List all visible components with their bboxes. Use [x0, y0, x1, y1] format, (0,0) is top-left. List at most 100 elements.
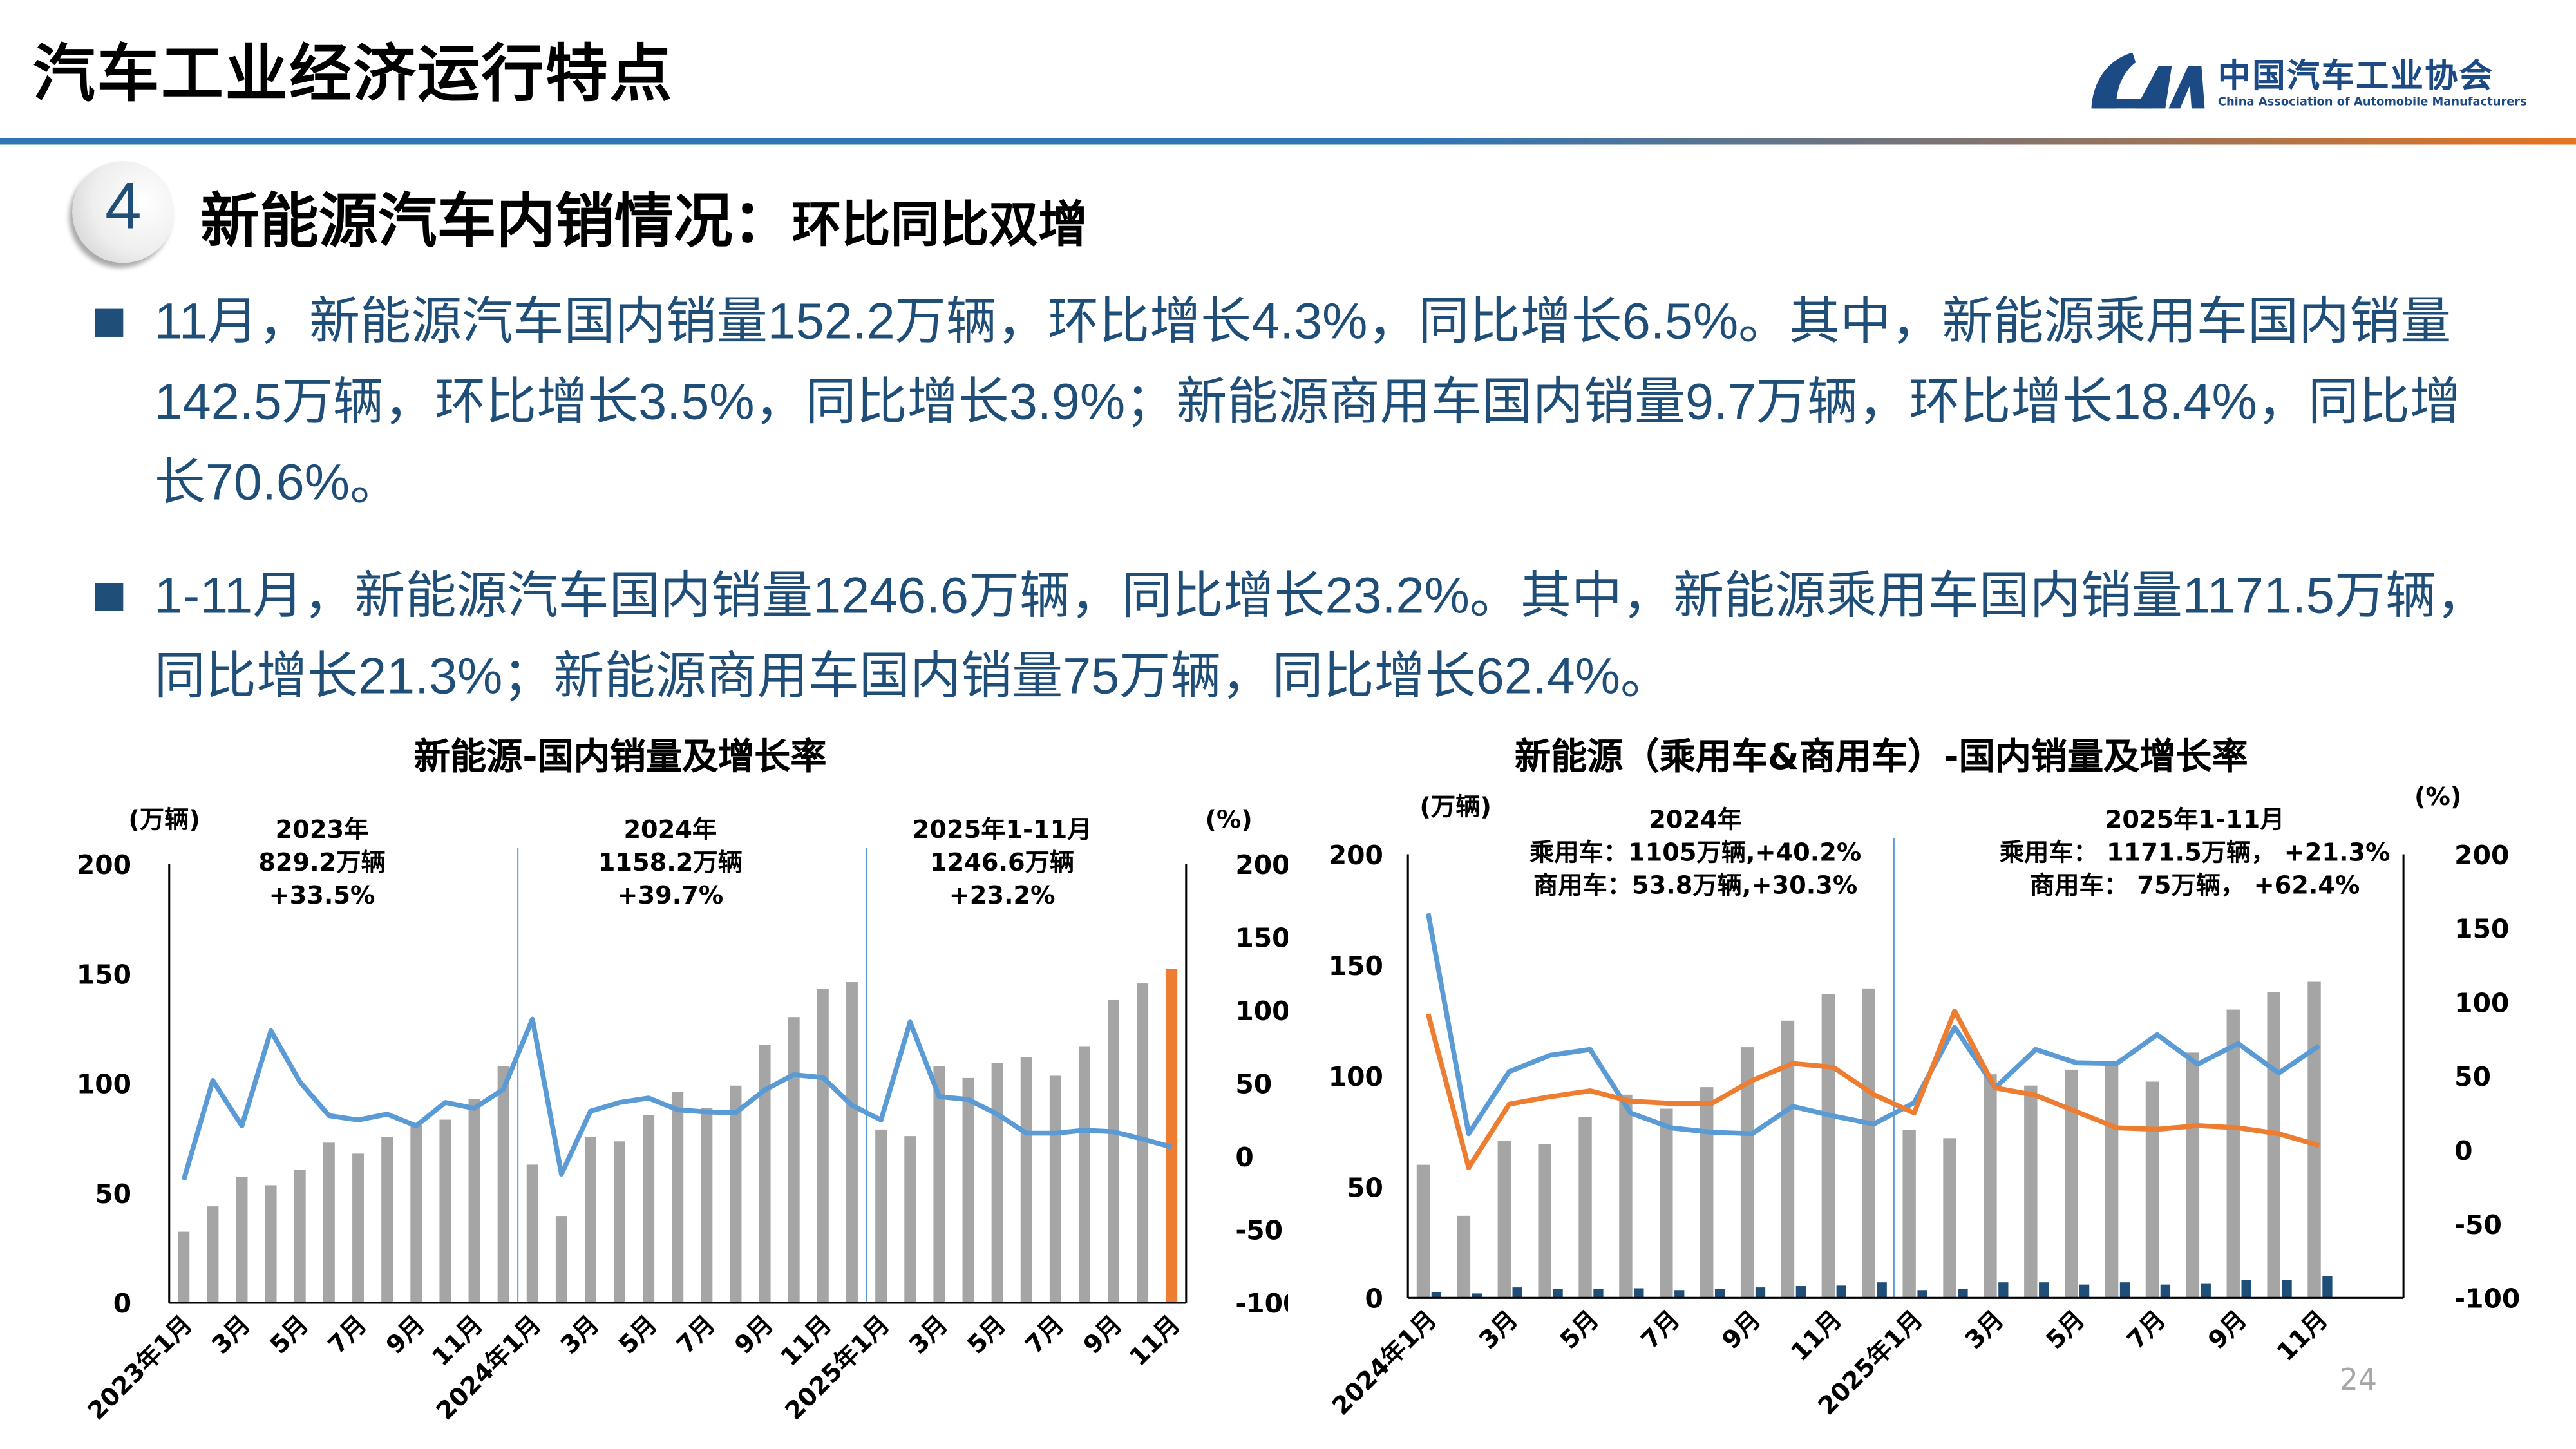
section-title-main: 新能源汽车内销情况： [200, 189, 792, 256]
period-annotation: 2024年 [1649, 806, 1742, 835]
x-tick-label: 7月 [1636, 1305, 1686, 1355]
commercial-sales-bar [2119, 1282, 2130, 1298]
period-annotation: 1158.2万辆 [598, 848, 743, 877]
sales-bar [1497, 1141, 1511, 1298]
x-tick-label: 5月 [961, 1310, 1012, 1360]
period-annotation: 1246.6万辆 [930, 848, 1074, 877]
period-annotation: 商用车： 75万辆， +62.4% [2030, 871, 2360, 900]
x-tick-label: 2024年1月 [1327, 1305, 1443, 1421]
x-tick-label: 7月 [1019, 1310, 1070, 1360]
y-tick-label: 100 [77, 1069, 131, 1100]
sales-bar [672, 1091, 684, 1303]
sales-bar [497, 1066, 509, 1303]
y2-tick-label: 50 [2454, 1061, 2491, 1092]
x-tick-label: 5月 [2041, 1305, 2091, 1355]
sales-bar [643, 1115, 655, 1303]
x-tick-label: 5月 [613, 1310, 663, 1360]
sales-bar [1700, 1087, 1714, 1298]
sales-bar [2105, 1065, 2119, 1298]
sales-bar [759, 1045, 771, 1303]
commercial-sales-bar [1472, 1293, 1482, 1298]
page-number: 24 [2339, 1363, 2378, 1398]
sales-bar [1108, 999, 1119, 1303]
chart-title-left: 新能源-国内销量及增长率 [413, 737, 827, 779]
logo-text-cn: 中国汽车工业协会 [2217, 55, 2494, 95]
growth-rate-line [181, 1016, 1173, 1181]
sales-bar [1660, 1108, 1673, 1298]
x-tick-label: 3月 [206, 1310, 256, 1360]
y-axis-title: (万辆) [1419, 792, 1491, 821]
sales-bar [381, 1137, 393, 1303]
chart-title-right: 新能源（乘用车&商用车）-国内销量及增长率 [1515, 737, 2248, 779]
sales-bar [1137, 983, 1149, 1303]
bullet-item: 1-11月，新能源汽车国内销量1246.6万辆，同比增长23.2%。其中，新能源… [95, 555, 2494, 716]
sales-bar [1049, 1075, 1061, 1303]
x-tick-label: 9月 [1716, 1305, 1766, 1355]
x-tick-label: 7月 [323, 1310, 373, 1360]
sales-bar [1166, 969, 1178, 1303]
period-annotation: 829.2万辆 [258, 848, 386, 877]
sales-bar [585, 1137, 596, 1303]
y2-axis-title: (%) [1205, 806, 1252, 835]
y2-tick-label: -50 [2454, 1209, 2502, 1240]
period-annotation: 2025年1-11月 [913, 815, 1092, 844]
y-tick-label: 100 [1329, 1061, 1383, 1092]
x-tick-label: 5月 [264, 1310, 314, 1360]
y2-tick-label: 200 [2454, 840, 2509, 871]
commercial-sales-bar [1795, 1286, 1806, 1298]
y2-tick-label: 200 [1235, 849, 1288, 880]
y2-tick-label: 150 [1235, 923, 1288, 954]
sales-bar [2024, 1085, 2038, 1298]
y2-axis-title: (%) [2414, 782, 2461, 811]
sales-bar [846, 982, 858, 1303]
caam-logo-icon [2091, 52, 2205, 109]
sales-bar [1457, 1215, 1471, 1298]
y2-tick-label: -100 [2454, 1283, 2520, 1314]
commercial-sales-bar [2322, 1276, 2333, 1298]
x-tick-label: 3月 [1960, 1305, 2010, 1355]
y-tick-label: 150 [1329, 951, 1383, 981]
sales-bar [1740, 1047, 1754, 1298]
sales-bar [2145, 1081, 2159, 1298]
period-annotation: 2025年1-11月 [2105, 806, 2285, 835]
sales-bar [991, 1063, 1003, 1303]
bullet-square-icon [95, 308, 124, 337]
commercial-sales-bar [2282, 1280, 2292, 1298]
y2-tick-label: 100 [1235, 996, 1288, 1027]
y-tick-label: 200 [1329, 840, 1383, 871]
passenger-growth-line [1425, 1009, 2320, 1171]
sales-bar [294, 1170, 306, 1303]
commercial-sales-bar [1553, 1289, 1563, 1298]
sales-bar [1902, 1130, 1916, 1298]
sales-bar [2186, 1052, 2200, 1298]
commercial-sales-bar [1593, 1289, 1604, 1298]
sales-bar [1416, 1164, 1430, 1298]
sales-bar [439, 1119, 451, 1303]
period-annotation: +33.5% [269, 881, 375, 910]
period-annotation: +39.7% [617, 881, 723, 910]
slide-title: 汽车工业经济运行特点 [33, 37, 674, 110]
sales-bar [265, 1185, 277, 1303]
y2-tick-label: -50 [1235, 1215, 1283, 1246]
y2-tick-label: -100 [1235, 1288, 1288, 1319]
commercial-sales-bar [1998, 1282, 2009, 1298]
sales-bar [2226, 1009, 2240, 1298]
sales-bar [788, 1017, 800, 1303]
section-number-badge: 4 [72, 160, 175, 263]
sales-bar [1538, 1144, 1551, 1298]
period-annotation: 乘用车：1105万辆,+40.2% [1530, 838, 1861, 867]
period-annotation: 2023年 [276, 815, 369, 844]
sales-bar [352, 1153, 364, 1303]
y-axis-title: (万辆) [128, 806, 200, 835]
x-tick-label: 9月 [1078, 1310, 1128, 1360]
commercial-sales-bar [2160, 1284, 2171, 1298]
x-tick-label: 11月 [1785, 1305, 1848, 1367]
period-annotation: 2024年 [623, 815, 717, 844]
sales-bar [1619, 1094, 1633, 1298]
sales-bar [555, 1216, 567, 1303]
commercial-sales-bar [2039, 1282, 2049, 1298]
y-tick-label: 0 [113, 1288, 131, 1319]
section-number: 4 [104, 171, 142, 243]
commercial-sales-bar [1755, 1287, 1766, 1298]
x-tick-label: 9月 [381, 1310, 431, 1360]
